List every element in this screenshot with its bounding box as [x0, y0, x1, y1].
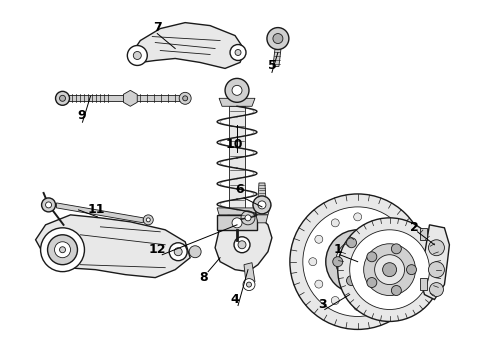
Circle shape — [331, 297, 339, 305]
Circle shape — [331, 219, 339, 227]
Polygon shape — [256, 215, 268, 223]
Text: 9: 9 — [77, 109, 86, 122]
Text: 7: 7 — [153, 21, 162, 34]
Text: 2: 2 — [410, 221, 419, 234]
Circle shape — [346, 276, 357, 285]
Circle shape — [230, 45, 246, 60]
Circle shape — [392, 280, 400, 288]
Text: 6: 6 — [236, 184, 245, 197]
Circle shape — [59, 95, 66, 101]
Circle shape — [179, 92, 191, 104]
Polygon shape — [217, 208, 257, 215]
Circle shape — [367, 278, 377, 288]
Circle shape — [303, 207, 413, 316]
Circle shape — [238, 241, 246, 249]
Circle shape — [225, 78, 249, 102]
Circle shape — [367, 252, 377, 262]
Circle shape — [245, 215, 251, 221]
Text: 11: 11 — [88, 203, 105, 216]
Text: 1: 1 — [333, 243, 342, 256]
Circle shape — [353, 257, 363, 267]
Circle shape — [428, 240, 444, 256]
Polygon shape — [229, 106, 245, 220]
Circle shape — [407, 265, 416, 275]
Circle shape — [133, 51, 141, 59]
Polygon shape — [36, 215, 190, 278]
Circle shape — [333, 257, 343, 267]
Circle shape — [383, 263, 396, 276]
Text: 12: 12 — [148, 243, 166, 256]
Polygon shape — [244, 263, 255, 284]
Circle shape — [42, 198, 55, 212]
Polygon shape — [130, 23, 245, 68]
Polygon shape — [419, 225, 449, 300]
Circle shape — [429, 283, 443, 297]
Circle shape — [350, 230, 429, 310]
Circle shape — [336, 240, 380, 284]
Circle shape — [147, 218, 150, 222]
Text: 5: 5 — [268, 59, 276, 72]
Circle shape — [376, 219, 384, 227]
Circle shape — [273, 33, 283, 44]
Circle shape — [127, 45, 147, 66]
Circle shape — [189, 246, 201, 258]
Text: 4: 4 — [231, 293, 240, 306]
Circle shape — [267, 28, 289, 50]
Circle shape — [364, 244, 416, 296]
Circle shape — [59, 247, 66, 253]
Circle shape — [253, 196, 271, 214]
Circle shape — [241, 211, 255, 225]
Circle shape — [246, 282, 251, 287]
Circle shape — [55, 91, 70, 105]
Text: 3: 3 — [318, 298, 327, 311]
Circle shape — [309, 258, 317, 266]
Circle shape — [290, 194, 425, 329]
Text: 10: 10 — [225, 138, 243, 150]
Polygon shape — [419, 228, 427, 240]
Circle shape — [376, 297, 384, 305]
Circle shape — [143, 215, 153, 225]
Circle shape — [346, 250, 369, 274]
Polygon shape — [219, 98, 255, 106]
Circle shape — [235, 50, 241, 55]
Circle shape — [243, 279, 255, 291]
Polygon shape — [273, 50, 281, 67]
Circle shape — [258, 201, 266, 209]
Circle shape — [183, 96, 188, 101]
Polygon shape — [253, 205, 271, 215]
Circle shape — [174, 248, 182, 256]
Circle shape — [169, 243, 187, 261]
Circle shape — [315, 235, 323, 243]
Circle shape — [392, 285, 401, 296]
Circle shape — [392, 235, 400, 243]
Circle shape — [315, 280, 323, 288]
Circle shape — [375, 255, 405, 285]
Polygon shape — [258, 183, 266, 200]
Circle shape — [369, 245, 379, 255]
Circle shape — [428, 262, 444, 278]
Circle shape — [369, 269, 379, 278]
Circle shape — [346, 238, 357, 248]
Polygon shape — [215, 210, 272, 272]
Circle shape — [48, 235, 77, 265]
Polygon shape — [67, 95, 182, 101]
Circle shape — [234, 237, 250, 253]
Circle shape — [46, 202, 51, 208]
Circle shape — [354, 213, 362, 221]
Circle shape — [54, 242, 71, 258]
Circle shape — [232, 218, 242, 228]
Circle shape — [232, 85, 242, 95]
Polygon shape — [217, 215, 257, 230]
Circle shape — [41, 228, 84, 272]
Text: 8: 8 — [199, 271, 207, 284]
Circle shape — [392, 244, 401, 254]
Circle shape — [398, 258, 407, 266]
Polygon shape — [419, 278, 427, 289]
Circle shape — [338, 218, 441, 321]
Polygon shape — [56, 203, 143, 223]
Circle shape — [354, 302, 362, 310]
Circle shape — [326, 230, 390, 293]
